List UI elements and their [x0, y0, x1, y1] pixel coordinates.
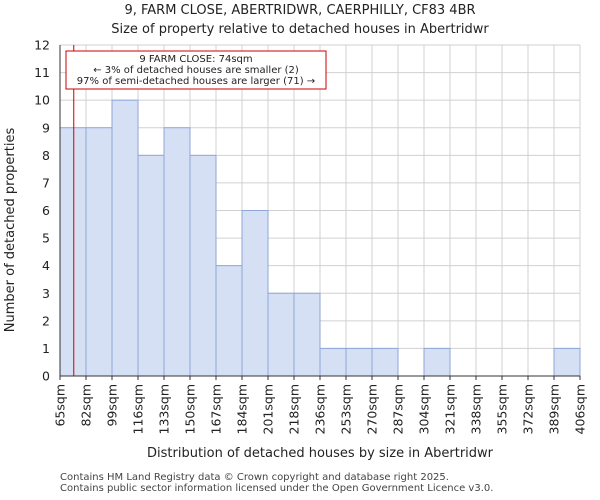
y-tick-label: 11 [34, 65, 50, 80]
y-tick-label: 5 [42, 231, 50, 246]
bar-133sqm [163, 127, 191, 377]
bar-184sqm [241, 210, 269, 377]
x-tick-label: 65sqm [53, 384, 68, 427]
y-tick-label: 7 [42, 175, 50, 190]
x-axis-label: Distribution of detached houses by size … [147, 446, 494, 461]
annotation-line-1: 9 FARM CLOSE: 74sqm [139, 54, 252, 65]
x-tick-label: 253sqm [339, 384, 354, 434]
bar-236sqm [319, 347, 347, 377]
y-tick-label: 6 [42, 203, 50, 218]
y-tick-label: 2 [42, 313, 50, 328]
property-marker: 9 FARM CLOSE: 74sqm← 3% of detached hous… [65, 45, 327, 376]
x-tick-label: 201sqm [261, 384, 276, 434]
bar-201sqm [267, 292, 295, 377]
x-tick-label: 338sqm [469, 384, 484, 434]
y-tick-label: 9 [42, 120, 50, 135]
y-tick-label: 3 [42, 286, 50, 301]
bar-270sqm [371, 347, 399, 377]
bar-253sqm [345, 347, 373, 377]
footer-line-1: Contains HM Land Registry data © Crown c… [60, 472, 449, 483]
x-tick-label: 389sqm [547, 384, 562, 434]
bars [59, 99, 581, 377]
bar-99sqm [111, 99, 139, 377]
chart-title: 9, FARM CLOSE, ABERTRIDWR, CAERPHILLY, C… [124, 3, 476, 18]
x-tick-label: 236sqm [313, 384, 328, 434]
x-tick-label: 184sqm [235, 384, 250, 434]
x-tick-label: 372sqm [521, 384, 536, 434]
x-tick-label: 355sqm [495, 384, 510, 434]
bar-167sqm [215, 265, 243, 377]
footer: Contains HM Land Registry data © Crown c… [60, 472, 493, 494]
x-tick-label: 270sqm [365, 384, 380, 434]
x-tick-label: 82sqm [79, 384, 94, 427]
bar-150sqm [189, 154, 217, 377]
y-tick-label: 1 [42, 341, 50, 356]
x-tick-label: 218sqm [287, 384, 302, 434]
bar-65sqm [59, 127, 87, 377]
x-tick-label: 133sqm [157, 384, 172, 434]
footer-line-2: Contains public sector information licen… [60, 483, 494, 494]
annotation-line-3: 97% of semi-detached houses are larger (… [77, 76, 315, 87]
x-tick-label: 150sqm [183, 384, 198, 434]
y-tick-label: 4 [42, 258, 50, 273]
x-tick-label: 99sqm [105, 384, 120, 427]
annotation-box [65, 50, 327, 90]
annotation-line-2: ← 3% of detached houses are smaller (2) [93, 65, 299, 76]
bar-304sqm [423, 347, 451, 377]
y-tick-label: 8 [42, 148, 50, 163]
bar-389sqm [553, 347, 581, 377]
x-tick-label: 304sqm [417, 384, 432, 434]
chart-subtitle: Size of property relative to detached ho… [111, 22, 489, 37]
y-tick-label: 12 [34, 38, 50, 53]
x-tick-label: 287sqm [391, 384, 406, 434]
bar-82sqm [85, 127, 113, 377]
bar-218sqm [293, 292, 321, 377]
axes [59, 45, 581, 380]
x-tick-label: 116sqm [131, 384, 146, 434]
x-tick-label: 321sqm [443, 384, 458, 434]
x-ticks: 65sqm 82sqm 99sqm 116sqm 133sqm 150sqm 167sqm 1… [53, 384, 588, 434]
y-tick-label: 0 [42, 369, 50, 384]
x-tick-label: 406sqm [573, 384, 588, 434]
x-tick-label: 167sqm [209, 384, 224, 434]
bar-116sqm [137, 154, 165, 377]
y-tick-label: 10 [34, 93, 50, 108]
y-axis-label: Number of detached properties [3, 128, 18, 333]
